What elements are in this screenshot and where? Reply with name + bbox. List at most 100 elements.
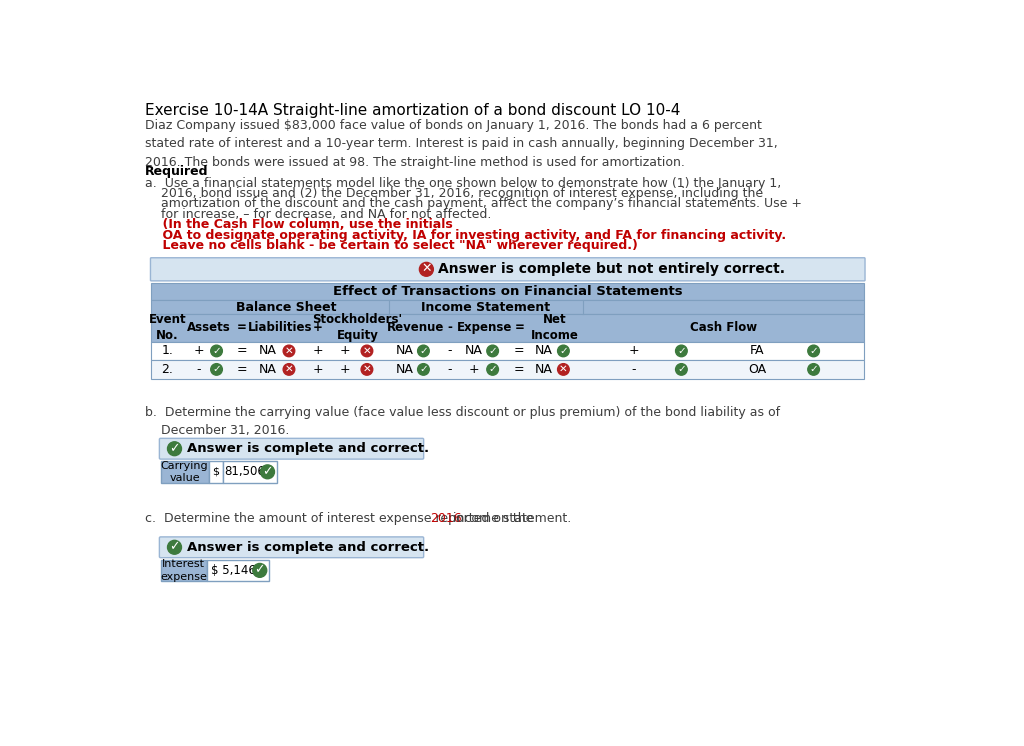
Text: Effect of Transactions on Financial Statements: Effect of Transactions on Financial Stat… bbox=[333, 285, 683, 298]
Circle shape bbox=[486, 345, 499, 357]
Text: (In the Cash Flow column, use the initials: (In the Cash Flow column, use the initia… bbox=[145, 218, 453, 231]
Text: =: = bbox=[514, 322, 524, 334]
Text: ✕: ✕ bbox=[285, 364, 293, 374]
Circle shape bbox=[361, 345, 373, 357]
Text: +: + bbox=[339, 363, 350, 376]
Circle shape bbox=[676, 363, 687, 375]
Circle shape bbox=[558, 345, 569, 357]
FancyBboxPatch shape bbox=[152, 360, 864, 379]
Circle shape bbox=[808, 345, 819, 357]
Circle shape bbox=[168, 540, 181, 554]
Text: Answer is complete and correct.: Answer is complete and correct. bbox=[187, 442, 429, 455]
Text: =: = bbox=[514, 363, 524, 376]
FancyBboxPatch shape bbox=[151, 258, 865, 280]
Circle shape bbox=[676, 345, 687, 357]
Text: ✓: ✓ bbox=[809, 364, 818, 374]
Text: -: - bbox=[632, 363, 636, 376]
Text: ✓: ✓ bbox=[169, 442, 180, 455]
Text: a.  Use a financial statements model like the one shown below to demonstrate how: a. Use a financial statements model like… bbox=[145, 177, 781, 189]
Text: +: + bbox=[629, 345, 639, 357]
FancyBboxPatch shape bbox=[161, 461, 209, 483]
FancyBboxPatch shape bbox=[207, 560, 269, 581]
Text: Carrying
value: Carrying value bbox=[161, 460, 209, 483]
FancyBboxPatch shape bbox=[160, 439, 424, 459]
Text: ✕: ✕ bbox=[559, 364, 567, 374]
Text: $ 5,146: $ 5,146 bbox=[211, 564, 256, 577]
Text: =: = bbox=[514, 345, 524, 357]
Text: NA: NA bbox=[535, 345, 553, 357]
FancyBboxPatch shape bbox=[152, 283, 864, 300]
Text: ✓: ✓ bbox=[169, 540, 180, 554]
Text: -: - bbox=[447, 345, 452, 357]
Circle shape bbox=[361, 363, 373, 375]
Text: -: - bbox=[447, 363, 452, 376]
Text: ✓: ✓ bbox=[677, 364, 686, 374]
Text: Answer is complete but not entirely correct.: Answer is complete but not entirely corr… bbox=[438, 263, 785, 276]
Text: +: + bbox=[312, 363, 324, 376]
Text: Revenue: Revenue bbox=[387, 322, 444, 334]
Text: b.  Determine the carrying value (face value less discount or plus premium) of t: b. Determine the carrying value (face va… bbox=[145, 406, 780, 437]
FancyBboxPatch shape bbox=[161, 560, 207, 581]
Text: for increase, – for decrease, and NA for not affected.: for increase, – for decrease, and NA for… bbox=[145, 207, 492, 221]
Text: ✓: ✓ bbox=[262, 465, 272, 478]
Text: Leave no cells blank - be certain to select "NA" wherever required.): Leave no cells blank - be certain to sel… bbox=[145, 239, 638, 252]
Text: FA: FA bbox=[751, 345, 765, 357]
Circle shape bbox=[211, 345, 222, 357]
Text: ✕: ✕ bbox=[421, 263, 432, 275]
Text: +: + bbox=[339, 345, 350, 357]
Text: Income Statement: Income Statement bbox=[422, 301, 551, 313]
Circle shape bbox=[558, 363, 569, 375]
Text: Answer is complete and correct.: Answer is complete and correct. bbox=[187, 541, 429, 554]
Circle shape bbox=[260, 465, 274, 479]
Text: Stockholders'
Equity: Stockholders' Equity bbox=[312, 313, 402, 342]
Text: +: + bbox=[194, 345, 204, 357]
Text: 2016, bond issue and (2) the December 31, 2016, recognition of interest expense,: 2016, bond issue and (2) the December 31… bbox=[145, 187, 763, 200]
Text: ✓: ✓ bbox=[212, 345, 221, 356]
Text: 81,506: 81,506 bbox=[224, 466, 264, 478]
Text: Interest
expense: Interest expense bbox=[161, 560, 207, 582]
Text: ✓: ✓ bbox=[559, 345, 567, 356]
Text: ✓: ✓ bbox=[488, 345, 497, 356]
Text: ✓: ✓ bbox=[677, 345, 686, 356]
Circle shape bbox=[808, 363, 819, 375]
Text: c.  Determine the amount of interest expense reported on the: c. Determine the amount of interest expe… bbox=[145, 512, 538, 525]
Text: NA: NA bbox=[396, 345, 414, 357]
Text: Exercise 10-14A Straight-line amortization of a bond discount LO 10-4: Exercise 10-14A Straight-line amortizati… bbox=[145, 104, 680, 119]
Text: Expense: Expense bbox=[457, 322, 512, 334]
Circle shape bbox=[284, 363, 295, 375]
Circle shape bbox=[284, 345, 295, 357]
Text: Required: Required bbox=[145, 165, 209, 178]
Text: +: + bbox=[468, 363, 479, 376]
Text: +: + bbox=[313, 322, 323, 334]
FancyBboxPatch shape bbox=[152, 300, 864, 314]
Text: 2016: 2016 bbox=[430, 512, 462, 525]
Text: ✓: ✓ bbox=[255, 563, 265, 577]
FancyBboxPatch shape bbox=[209, 461, 222, 483]
Circle shape bbox=[168, 442, 181, 456]
Text: -: - bbox=[447, 322, 452, 334]
Text: +: + bbox=[312, 345, 324, 357]
Text: ✕: ✕ bbox=[362, 345, 372, 356]
Text: ✓: ✓ bbox=[488, 364, 497, 374]
Circle shape bbox=[418, 363, 429, 375]
Text: income statement.: income statement. bbox=[449, 512, 571, 525]
Text: =: = bbox=[237, 345, 247, 357]
Text: Net
Income: Net Income bbox=[531, 313, 579, 342]
Text: NA: NA bbox=[535, 363, 553, 376]
Text: Balance Sheet: Balance Sheet bbox=[237, 301, 337, 313]
Text: ✕: ✕ bbox=[285, 345, 293, 356]
FancyBboxPatch shape bbox=[222, 461, 276, 483]
Circle shape bbox=[211, 363, 222, 375]
Text: OA to designate operating activity, IA for investing activity, and FA for financ: OA to designate operating activity, IA f… bbox=[145, 228, 786, 242]
Circle shape bbox=[420, 263, 433, 276]
Text: OA: OA bbox=[749, 363, 766, 376]
Circle shape bbox=[418, 345, 429, 357]
Text: 2.: 2. bbox=[162, 363, 173, 376]
FancyBboxPatch shape bbox=[152, 314, 864, 342]
FancyBboxPatch shape bbox=[152, 342, 864, 360]
Text: ✓: ✓ bbox=[419, 345, 428, 356]
Text: ✓: ✓ bbox=[212, 364, 221, 374]
FancyBboxPatch shape bbox=[160, 537, 424, 558]
Text: NA: NA bbox=[396, 363, 414, 376]
Text: ✕: ✕ bbox=[362, 364, 372, 374]
